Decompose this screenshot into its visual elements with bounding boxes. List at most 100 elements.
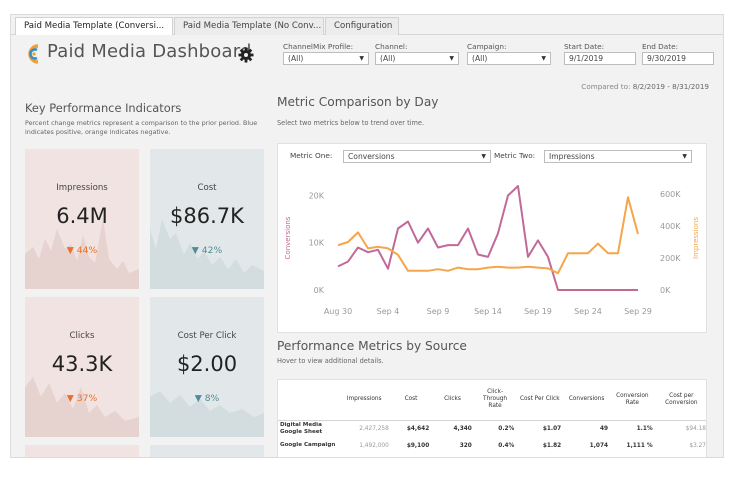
kpi-value: 43.3K	[51, 352, 113, 376]
column-header[interactable]: Cost	[404, 396, 418, 403]
channel-filter: Channel: (All) ▼	[375, 42, 459, 65]
performance-table-panel: Impressions Cost Clicks Click-Through Rate C…	[277, 379, 707, 457]
column-header[interactable]: Conversion Rate	[616, 392, 649, 406]
cost-sparkline	[150, 219, 264, 289]
tab-paid-media-no-conversions[interactable]: Paid Media Template (No Conv...	[174, 17, 324, 35]
series-line-impressions	[337, 196, 639, 275]
y-right-axis-label: Impressions	[692, 217, 700, 259]
kpi-value: 6.4M	[56, 204, 108, 228]
kpi-card-clicks[interactable]: Clicks 43.3K ▼ 37%	[25, 297, 139, 437]
y-right-tick-label: 0K	[660, 286, 671, 295]
x-tick-label: Sep 4	[377, 307, 400, 316]
metric-comparison-chart[interactable]: 0K 10K 20K 0K 200K 400K 600K Aug 30 Sep 4 Sep 9 Se…	[278, 144, 708, 334]
x-tick-label: Aug 30	[324, 307, 352, 316]
start-date-input[interactable]: 9/1/2019	[564, 52, 636, 65]
channel-select[interactable]: (All) ▼	[375, 52, 459, 65]
channelmix-profile-filter: ChannelMix Profile: (All) ▼	[283, 42, 369, 65]
metric-two-select[interactable]: Impressions ▼	[544, 150, 692, 163]
column-header[interactable]: Conversions	[568, 396, 605, 403]
page-title: Paid Media Dashboard	[47, 41, 252, 62]
performance-subtitle: Hover to view additional details.	[277, 357, 384, 365]
end-date-filter: End Date: 9/30/2019	[642, 42, 714, 65]
impressions-sparkline	[25, 219, 139, 289]
kpi-card-partial	[150, 445, 264, 457]
kpi-delta: ▼ 8%	[194, 393, 220, 404]
table-cell: 1.1%	[610, 419, 655, 437]
compared-label: Compared to:	[581, 82, 631, 91]
compared-value: 8/2/2019 - 8/31/2019	[632, 82, 709, 91]
table-cell: 0.2%	[473, 419, 517, 437]
table-cell: 0.4%	[498, 442, 515, 449]
metric-two-label: Metric Two:	[494, 151, 536, 160]
series-line-conversions	[337, 185, 638, 291]
metric-one-label: Metric One:	[290, 151, 333, 160]
column-header[interactable]: Impressions	[346, 396, 382, 403]
kpi-subtitle: Percent change metrics represent a compa…	[25, 119, 258, 136]
y-left-axis-label: Conversions	[284, 216, 292, 259]
kpi-value: $2.00	[176, 352, 238, 376]
table-cell: $3.27	[689, 442, 706, 449]
kpi-card-cost[interactable]: Cost $86.7K ▼ 42%	[150, 149, 264, 289]
source-name-cell: Google Campaign	[280, 442, 336, 448]
column-header[interactable]: Click-Through Rate	[483, 389, 508, 410]
kpi-value: $86.7K	[170, 204, 244, 228]
kpi-label: Clicks	[69, 331, 95, 341]
metric-comparison-panel: Metric One: Conversions ▼ Metric Two: Im…	[277, 143, 707, 333]
campaign-select[interactable]: (All) ▼	[467, 52, 551, 65]
source-name-cell: Digital Media Google Sheet	[278, 419, 338, 437]
table-header-row: Impressions Cost Clicks Click-Through Rate C…	[278, 380, 706, 420]
cost-per-click-sparkline	[150, 391, 264, 437]
table-cell: $1.82	[542, 442, 562, 449]
channelmix-profile-select[interactable]: (All) ▼	[283, 52, 369, 65]
kpi-delta: ▼ 42%	[191, 245, 223, 256]
y-right-tick-label: 400K	[660, 222, 681, 231]
performance-table[interactable]: Impressions Cost Clicks Click-Through Rate C…	[278, 380, 706, 454]
campaign-filter: Campaign: (All) ▼	[467, 42, 551, 65]
kpi-card-impressions[interactable]: Impressions 6.4M ▼ 44%	[25, 149, 139, 289]
x-tick-label: Sep 24	[574, 307, 602, 316]
clicks-sparkline	[25, 377, 139, 437]
kpi-title: Key Performance Indicators	[25, 101, 182, 115]
table-cell: 4,340	[431, 419, 474, 437]
chevron-down-icon: ▼	[682, 153, 687, 160]
metric-one-select[interactable]: Conversions ▼	[343, 150, 491, 163]
y-right-tick-label: 200K	[660, 254, 681, 263]
metric-one-value: Conversions	[348, 152, 395, 161]
table-cell: 49	[563, 419, 611, 437]
kpi-delta: ▼ 44%	[66, 245, 98, 256]
kpi-label: Cost Per Click	[177, 331, 237, 341]
y-left-tick-label: 20K	[309, 191, 325, 200]
kpi-card-partial	[25, 445, 139, 457]
metric-two-value: Impressions	[549, 152, 595, 161]
sheet-tabs: Paid Media Template (Conversi... Paid Me…	[11, 15, 723, 36]
compared-period: Compared to: 8/2/2019 - 8/31/2019	[581, 82, 709, 91]
column-header[interactable]: Cost Per Click	[519, 396, 560, 403]
column-header[interactable]: Cost per Conversion	[665, 392, 698, 406]
chevron-down-icon: ▼	[449, 55, 454, 62]
metric-comparison-subtitle: Select two metrics below to trend over t…	[277, 119, 425, 127]
end-date-input[interactable]: 9/30/2019	[642, 52, 714, 65]
table-cell: 1,492,000	[359, 442, 389, 449]
end-date-label: End Date:	[642, 42, 679, 51]
table-row[interactable]: Digital Media Google Sheet 2,427,258 $4,64…	[278, 419, 706, 437]
kpi-card-cost-per-click[interactable]: Cost Per Click $2.00 ▼ 8%	[150, 297, 264, 437]
channel-label: Channel:	[375, 42, 408, 51]
chevron-down-icon: ▼	[481, 153, 486, 160]
table-cell: $94.18	[654, 419, 706, 437]
dashboard: Paid Media Dashboard ChannelMix Profile:…	[11, 35, 723, 457]
x-tick-label: Sep 19	[524, 307, 552, 316]
performance-title: Performance Metrics by Source	[277, 339, 467, 353]
kpi-label: Cost	[197, 183, 217, 193]
gear-icon[interactable]	[238, 47, 254, 63]
campaign-value: (All)	[472, 54, 488, 63]
chevron-down-icon: ▼	[541, 55, 546, 62]
tab-configuration[interactable]: Configuration	[325, 17, 399, 35]
table-row[interactable]: Google Campaign 1,492,000 $9,100 320 0.4% $1.…	[278, 437, 706, 454]
column-header[interactable]	[278, 380, 338, 420]
table-cell: $9,100	[406, 442, 430, 449]
column-header[interactable]: Clicks	[444, 396, 461, 403]
table-cell: 320	[459, 442, 472, 449]
table-cell: 1,074	[589, 442, 609, 449]
tab-paid-media-conversions[interactable]: Paid Media Template (Conversi...	[15, 17, 173, 36]
metric-comparison-title: Metric Comparison by Day	[277, 95, 439, 109]
